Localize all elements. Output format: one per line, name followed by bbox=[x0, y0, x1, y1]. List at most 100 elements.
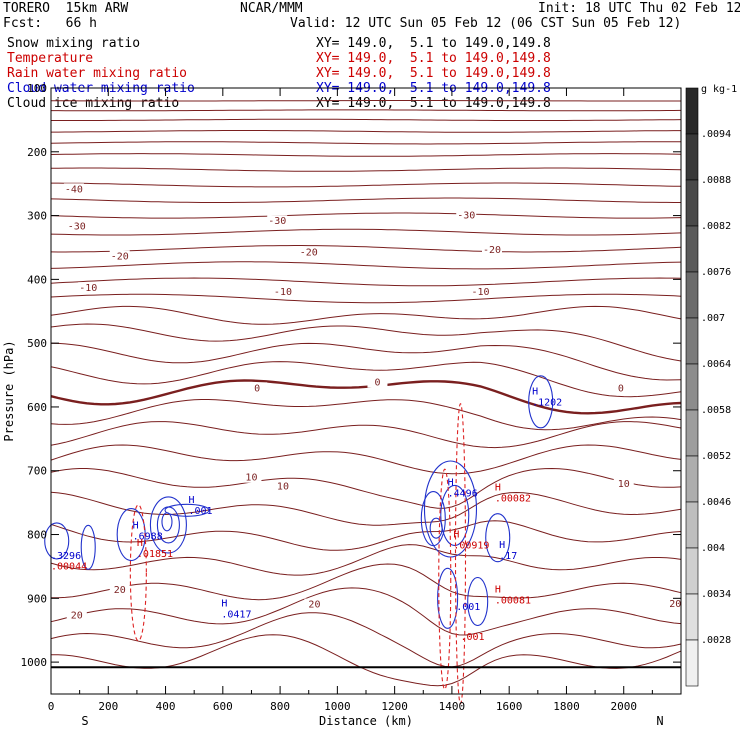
extremum-value: .1202 bbox=[532, 398, 562, 409]
contour-label-bg bbox=[613, 478, 634, 490]
temperature-contour-label: 0 bbox=[374, 378, 380, 389]
temperature-contour-label: -20 bbox=[483, 245, 501, 256]
isotherm-contour bbox=[50, 323, 682, 362]
cloud-water-contour bbox=[149, 496, 187, 554]
isotherm-contour bbox=[51, 563, 682, 601]
isotherm-contour bbox=[50, 228, 682, 236]
colorbar-label: .0058 bbox=[701, 405, 731, 416]
field-xy-range: XY= 149.0, 5.1 to 149.0,149.8 bbox=[316, 66, 551, 81]
isotherm-contour bbox=[51, 167, 682, 172]
field-xy-range: XY= 149.0, 5.1 to 149.0,149.8 bbox=[316, 51, 551, 66]
colorbar-swatch bbox=[685, 225, 699, 273]
y-tick-label: 600 bbox=[27, 401, 47, 414]
contour-label-bg bbox=[241, 471, 262, 483]
isotherm-contour bbox=[50, 342, 682, 381]
valid-time: Valid: 12 UTC Sun 05 Feb 12 (06 CST Sun … bbox=[290, 16, 682, 31]
extremum-value: .001 bbox=[461, 632, 485, 643]
colorbar-label: .0088 bbox=[701, 175, 731, 186]
colorbar-swatch bbox=[685, 409, 699, 457]
y-tick-label: 800 bbox=[27, 529, 47, 542]
temperature-contour-label: 20 bbox=[71, 610, 83, 621]
temperature-contour-label: -10 bbox=[274, 287, 292, 298]
colorbar-swatch bbox=[685, 179, 699, 227]
x-tick-label: 800 bbox=[270, 700, 290, 713]
isotherm-contour bbox=[50, 245, 682, 253]
colorbar-label: .007 bbox=[701, 313, 725, 324]
contour-label-bg bbox=[247, 382, 268, 394]
field-name: Temperature bbox=[7, 51, 94, 66]
colorbar-label: .0028 bbox=[701, 635, 731, 646]
extremum-marker: H bbox=[495, 482, 501, 493]
temperature-contour-label: -30 bbox=[457, 210, 475, 221]
extremum-value: .00081 bbox=[495, 595, 531, 606]
extremum-value: .00044 bbox=[51, 562, 87, 573]
rain-water-contour bbox=[129, 504, 147, 642]
colorbar-swatch bbox=[685, 133, 699, 181]
x-tick-label: 400 bbox=[156, 700, 176, 713]
south-label: S bbox=[81, 714, 88, 728]
temperature-contour-label: -10 bbox=[472, 287, 490, 298]
colorbar-swatch bbox=[685, 455, 699, 503]
isotherm-contour bbox=[50, 421, 682, 449]
isotherm-contour bbox=[50, 544, 682, 576]
isotherm-contour bbox=[50, 293, 682, 304]
x-tick-label: 1000 bbox=[324, 700, 351, 713]
isotherm-contour bbox=[50, 491, 682, 526]
y-tick-label: 900 bbox=[27, 592, 47, 605]
temperature-contour-label: 10 bbox=[277, 482, 289, 493]
x-tick-label: 1400 bbox=[439, 700, 466, 713]
forecast-hour: Fcst: 66 h bbox=[3, 16, 97, 31]
field-xy-range: XY= 149.0, 5.1 to 149.0,149.8 bbox=[316, 36, 551, 51]
extremum-value: .0417 bbox=[221, 609, 251, 620]
contour-label-bg bbox=[367, 376, 388, 388]
extremum-value: .17 bbox=[499, 551, 517, 562]
contour-label-bg bbox=[63, 183, 84, 195]
extremum-value: .6988 bbox=[133, 532, 163, 543]
colorbar-swatch bbox=[685, 501, 699, 549]
freezing-level-contour bbox=[50, 379, 682, 415]
cloud-water-contour bbox=[440, 484, 470, 546]
contour-label-bg bbox=[66, 220, 87, 232]
contour-label-bg bbox=[267, 215, 288, 227]
cloud-water-contour bbox=[161, 512, 173, 532]
colorbar-label: .0082 bbox=[701, 221, 731, 232]
cloud-water-contour bbox=[423, 460, 478, 558]
x-tick-label: 1200 bbox=[381, 700, 408, 713]
colorbar-swatch bbox=[685, 593, 699, 641]
extremum-value: .01851 bbox=[137, 549, 173, 560]
isotherm-contour bbox=[50, 444, 682, 475]
temperature-contour-label: 20 bbox=[114, 585, 126, 596]
extremum-marker: H bbox=[499, 540, 505, 551]
init-time: Init: 18 UTC Thu 02 Feb 12 bbox=[538, 1, 740, 16]
model-title: TORERO 15km ARW bbox=[3, 1, 129, 16]
isotherm-contour bbox=[50, 212, 682, 219]
extremum-value: .001 bbox=[188, 506, 212, 517]
cloud-water-contour bbox=[485, 513, 511, 563]
colorbar-label: .0052 bbox=[701, 451, 731, 462]
colorbar-label: .0046 bbox=[701, 497, 731, 508]
colorbar-swatch bbox=[685, 547, 699, 595]
extremum-value: .4496 bbox=[448, 488, 478, 499]
contour-label-bg bbox=[610, 382, 631, 394]
field-name: Rain water mixing ratio bbox=[7, 66, 188, 81]
colorbar-label: .0076 bbox=[701, 267, 731, 278]
temperature-contour-label: -20 bbox=[111, 251, 129, 262]
colorbar-swatch bbox=[685, 317, 699, 365]
extremum-marker: H bbox=[495, 584, 501, 595]
cloud-water-contour bbox=[80, 524, 96, 570]
x-tick-label: 2000 bbox=[610, 700, 637, 713]
colorbar-swatch bbox=[685, 639, 699, 687]
extremum-marker: H bbox=[448, 477, 454, 488]
contour-label-bg bbox=[109, 250, 130, 262]
cloud-water-contour bbox=[528, 375, 554, 429]
temperature-contour-label: 20 bbox=[669, 599, 681, 610]
colorbar-label: .0094 bbox=[701, 129, 731, 140]
isotherm-contour bbox=[50, 141, 681, 145]
x-tick-label: 1600 bbox=[496, 700, 523, 713]
isotherm-contour bbox=[50, 612, 682, 668]
center-title: NCAR/MMM bbox=[240, 1, 303, 16]
cloud-water-contour bbox=[164, 503, 210, 517]
contour-label-bg bbox=[482, 243, 502, 255]
colorbar-unit: g kg-1 bbox=[701, 84, 737, 95]
extremum-marker: H bbox=[221, 598, 227, 609]
